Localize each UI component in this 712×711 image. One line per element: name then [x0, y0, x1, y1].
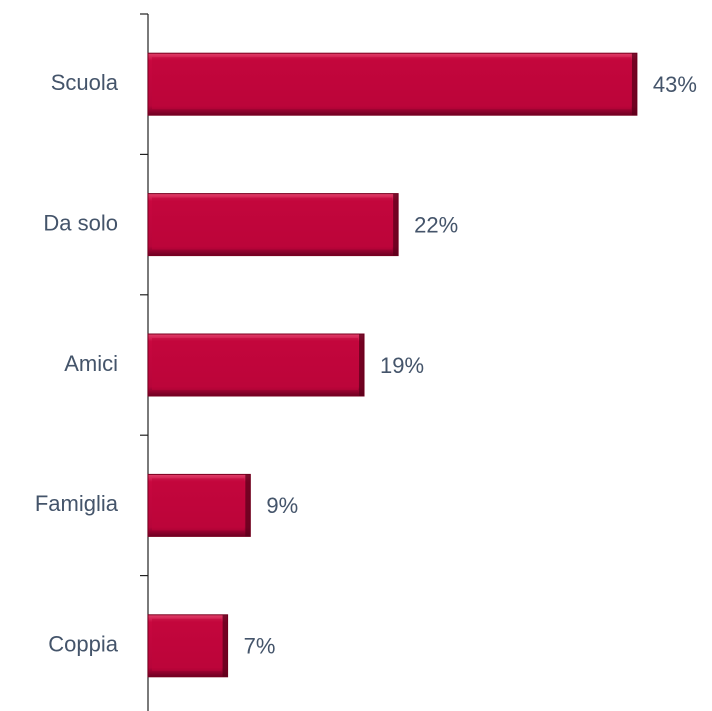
bar-edge [393, 193, 399, 256]
bar-bevel [152, 197, 393, 250]
value-label: 19% [380, 353, 424, 378]
bar-edge [631, 53, 637, 116]
category-label: Coppia [48, 632, 118, 657]
category-label: Scuola [51, 70, 119, 95]
category-label: Amici [64, 351, 118, 376]
bar-edge [245, 474, 251, 537]
value-label: 22% [414, 212, 458, 237]
category-label: Da solo [43, 210, 118, 235]
category-label: Famiglia [35, 491, 119, 516]
value-label: 7% [244, 634, 276, 659]
bar-bevel [152, 57, 631, 110]
bar-bevel [152, 338, 359, 390]
bar-edge [359, 334, 365, 396]
value-label: 43% [653, 72, 697, 97]
bar-bevel [152, 618, 222, 671]
value-label: 9% [266, 493, 298, 518]
bar-edge [222, 614, 228, 677]
plot-area: Scuola 43% Da solo 22% Amici 19% Famiglia 9% Cop… [35, 13, 697, 711]
bar-bevel [152, 478, 245, 531]
